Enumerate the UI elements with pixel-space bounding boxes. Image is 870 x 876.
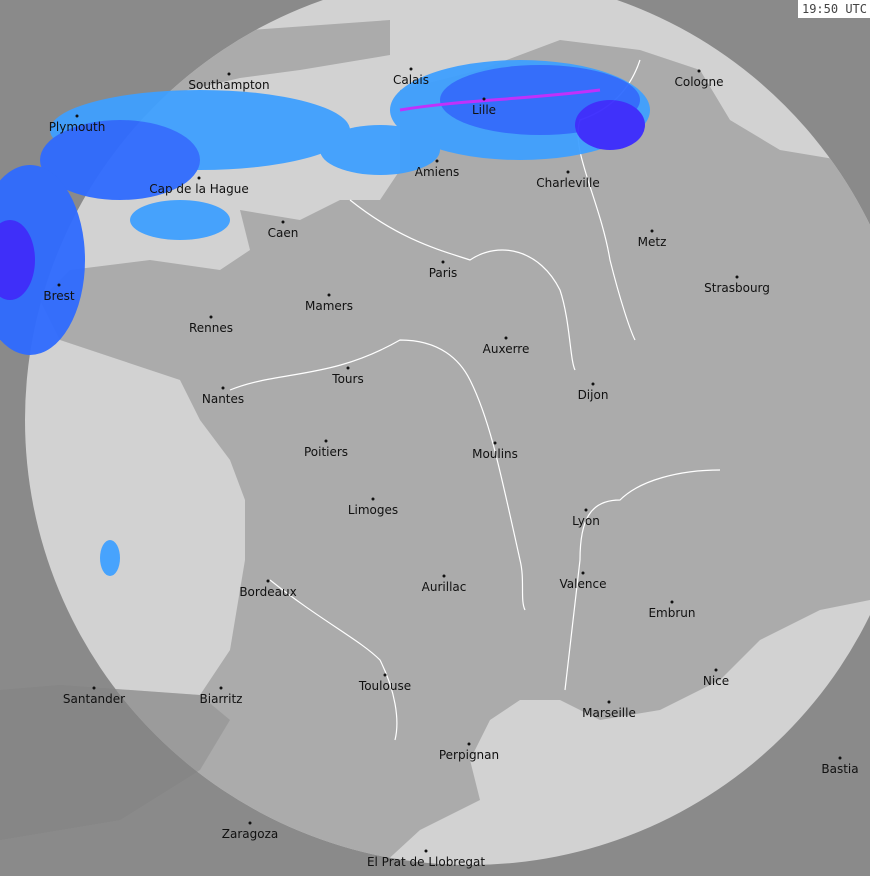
city-marker <box>591 382 595 386</box>
timestamp-label: 19:50 UTC <box>797 0 870 18</box>
city-label: Paris <box>428 266 458 280</box>
city-marker <box>566 170 570 174</box>
radar-precipitation <box>0 60 650 576</box>
city-marker <box>409 67 413 71</box>
city-label: Plymouth <box>48 120 106 134</box>
rivers <box>229 59 721 741</box>
city-marker <box>227 72 231 76</box>
city-label: Calais <box>392 73 430 87</box>
city-label: Caen <box>267 226 299 240</box>
city-label: Auxerre <box>482 342 530 356</box>
city-marker <box>219 686 223 690</box>
city-label: Amiens <box>414 165 460 179</box>
city-label: Bastia <box>821 762 859 776</box>
city-label: Southampton <box>188 78 270 92</box>
city-marker <box>581 571 585 575</box>
city-marker <box>650 229 654 233</box>
city-marker <box>383 673 387 677</box>
city-label: Bordeaux <box>239 585 297 599</box>
city-label: Cologne <box>674 75 724 89</box>
city-label: Metz <box>637 235 667 249</box>
city-label: Tours <box>332 372 364 386</box>
city-marker <box>57 283 61 287</box>
city-marker <box>607 700 611 704</box>
city-label: Toulouse <box>358 679 412 693</box>
city-marker <box>266 579 270 583</box>
city-marker <box>92 686 96 690</box>
city-marker <box>441 260 445 264</box>
city-label: Marseille <box>582 706 636 720</box>
city-label: Santander <box>62 692 126 706</box>
city-marker <box>697 69 701 73</box>
city-label: Mamers <box>305 299 353 313</box>
city-marker <box>424 849 428 853</box>
city-label: Zaragoza <box>221 827 279 841</box>
city-marker <box>221 386 225 390</box>
city-label: Perpignan <box>438 748 500 762</box>
city-marker <box>248 821 252 825</box>
city-label: Nice <box>702 674 730 688</box>
city-label: Strasbourg <box>704 281 770 295</box>
city-marker <box>714 668 718 672</box>
city-marker <box>197 176 201 180</box>
city-label: Valence <box>559 577 607 591</box>
city-marker <box>482 97 486 101</box>
city-label: Limoges <box>347 503 399 517</box>
city-marker <box>504 336 508 340</box>
city-marker <box>324 439 328 443</box>
city-label: Lille <box>471 103 497 117</box>
continent-land <box>25 40 870 865</box>
outside-land-spain <box>0 685 230 840</box>
city-label: Aurillac <box>421 580 467 594</box>
city-label: Charleville <box>536 176 600 190</box>
city-marker <box>281 220 285 224</box>
city-label: Biarritz <box>199 692 243 706</box>
city-label: Moulins <box>472 447 518 461</box>
city-label: Dijon <box>577 388 609 402</box>
city-label: Rennes <box>188 321 234 335</box>
city-marker <box>209 315 213 319</box>
city-label: Cap de la Hague <box>149 182 249 196</box>
city-marker <box>327 293 331 297</box>
city-marker <box>735 275 739 279</box>
city-marker <box>435 159 439 163</box>
city-label: Nantes <box>201 392 245 406</box>
city-marker <box>442 574 446 578</box>
city-marker <box>75 114 79 118</box>
city-marker <box>670 600 674 604</box>
city-marker <box>838 756 842 760</box>
city-marker <box>346 366 350 370</box>
city-label: Embrun <box>648 606 696 620</box>
city-label: Lyon <box>572 514 600 528</box>
city-label: El Prat de Llobregat <box>366 855 486 869</box>
city-marker <box>467 742 471 746</box>
city-marker <box>493 441 497 445</box>
city-label: Brest <box>43 289 75 303</box>
city-marker <box>584 508 588 512</box>
city-label: Poitiers <box>303 445 349 459</box>
city-marker <box>371 497 375 501</box>
